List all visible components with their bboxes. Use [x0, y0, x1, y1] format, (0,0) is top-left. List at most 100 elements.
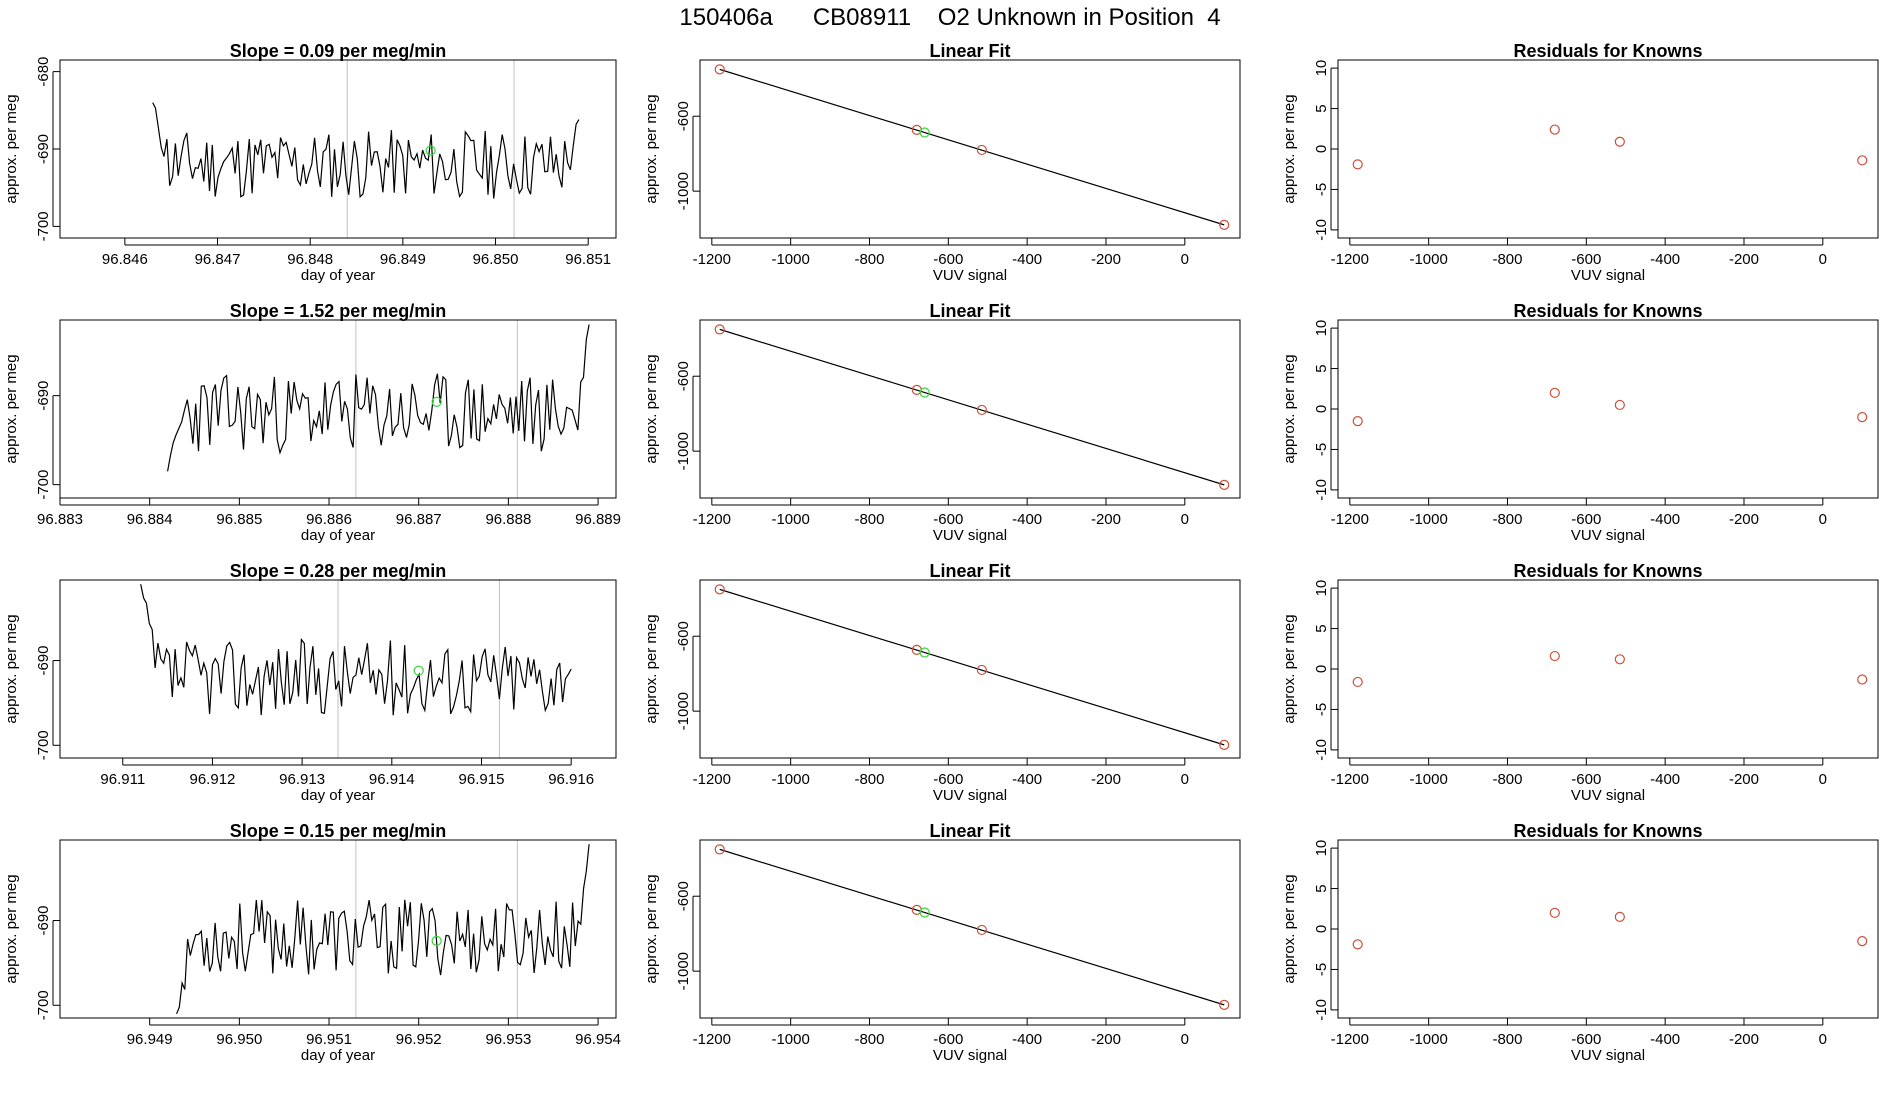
x-tick-label: 96.884	[127, 511, 173, 528]
plot-area	[714, 64, 1230, 230]
x-tick-label: -600	[933, 511, 963, 528]
y-tick-label: -700	[35, 211, 52, 241]
known-point	[1219, 999, 1230, 1010]
x-tick-label: 96.849	[380, 251, 426, 268]
x-tick-label: -400	[1650, 251, 1680, 268]
x-tick-label: -1000	[1409, 1031, 1447, 1048]
plot-frame	[1337, 319, 1879, 499]
x-tick-label: -600	[933, 771, 963, 788]
y-tick-label: -690	[35, 381, 52, 411]
y-tick-label: -1000	[675, 432, 692, 470]
y-axis-label: approx. per meg	[3, 354, 20, 463]
plot-frame	[699, 839, 1241, 1019]
panel-1-2: Linear Fit -1200 -1000 -800 -600 -400 -200 0 -60…	[643, 41, 1241, 284]
y-axis-label: approx. per meg	[643, 874, 660, 983]
x-tick-label: -400	[1012, 1031, 1042, 1048]
x-axis-label: VUV signal	[933, 527, 1007, 544]
y-tick-label: 0	[1313, 405, 1330, 413]
known-point	[714, 64, 725, 75]
chart-title: Residuals for Knowns	[1513, 41, 1702, 61]
x-tick-label: 96.953	[485, 1031, 531, 1048]
y-tick-label: -700	[35, 990, 52, 1020]
x-tick-label: -600	[1571, 771, 1601, 788]
x-tick-label: -200	[1729, 1031, 1759, 1048]
x-tick-label: 96.911	[100, 771, 145, 788]
y-tick-label: -600	[675, 881, 692, 911]
y-tick-label: -5	[1313, 183, 1330, 196]
y-tick-label: 5	[1313, 624, 1330, 632]
x-tick-label: 0	[1181, 251, 1189, 268]
chart-title: Linear Fit	[929, 301, 1010, 321]
unknown-point	[431, 935, 442, 946]
plot-area	[714, 324, 1230, 490]
known-point	[1857, 674, 1868, 685]
y-tick-label: 10	[1313, 320, 1330, 337]
plot-area	[1352, 907, 1868, 950]
x-tick-label: 96.889	[575, 511, 621, 528]
x-tick-label: 0	[1819, 511, 1827, 528]
x-axis-label: VUV signal	[1571, 787, 1645, 804]
x-tick-label: -800	[854, 1031, 884, 1048]
y-axis-label: approx. per meg	[1281, 354, 1298, 463]
x-tick-label: -600	[1571, 1031, 1601, 1048]
x-tick-label: -800	[1492, 511, 1522, 528]
chart-title: Residuals for Knowns	[1513, 301, 1702, 321]
x-tick-label: -1200	[693, 511, 731, 528]
y-tick-label: 0	[1313, 145, 1330, 153]
page-title: 150406a CB08911 O2 Unknown in Position 4	[679, 4, 1221, 31]
x-tick-label: -200	[1091, 771, 1121, 788]
y-tick-label: -600	[675, 361, 692, 391]
y-tick-label: -5	[1313, 703, 1330, 716]
panel-3-2: Linear Fit -1200 -1000 -800 -600 -400 -200 0 -60…	[643, 561, 1241, 804]
x-tick-label: -800	[1492, 251, 1522, 268]
x-tick-label: -800	[854, 771, 884, 788]
plot-area	[1352, 387, 1868, 427]
plot-frame	[1337, 579, 1879, 759]
x-tick-label: -1200	[1331, 771, 1369, 788]
unknown-point	[425, 145, 436, 156]
plot-frame	[59, 319, 617, 499]
y-tick-label: 0	[1313, 665, 1330, 673]
known-point	[1352, 159, 1363, 170]
x-tick-label: 96.850	[473, 251, 519, 268]
chart-title: Residuals for Knowns	[1513, 821, 1702, 841]
y-tick-label: -5	[1313, 443, 1330, 456]
known-point	[1549, 907, 1560, 918]
x-tick-label: -800	[854, 511, 884, 528]
y-tick-label: -5	[1313, 963, 1330, 976]
plot-frame	[699, 319, 1241, 499]
x-tick-label: -200	[1091, 251, 1121, 268]
x-tick-label: 0	[1181, 1031, 1189, 1048]
known-point	[1219, 739, 1230, 750]
x-tick-label: -200	[1729, 251, 1759, 268]
known-point	[1352, 416, 1363, 427]
x-tick-label: -600	[933, 1031, 963, 1048]
x-tick-label: -1000	[771, 771, 809, 788]
y-tick-label: -1000	[675, 172, 692, 210]
x-tick-label: 96.950	[216, 1031, 262, 1048]
known-point	[1614, 399, 1625, 411]
plot-area	[1352, 124, 1868, 170]
y-axis-label: approx. per meg	[3, 874, 20, 983]
y-tick-label: 5	[1313, 104, 1330, 112]
x-axis-label: VUV signal	[1571, 527, 1645, 544]
panel-4-1: Slope = 0.15 per meg/min 96.949 96.950 96.9…	[3, 821, 621, 1064]
x-tick-label: -1200	[693, 771, 731, 788]
known-point	[1549, 387, 1560, 398]
known-point	[976, 404, 987, 416]
x-axis-label: day of year	[301, 787, 375, 804]
x-tick-label: 96.916	[548, 771, 594, 788]
unknown-point	[919, 907, 930, 918]
fit-line	[719, 68, 1225, 226]
known-point	[976, 924, 987, 936]
panel-1-1: Slope = 0.09 per meg/min 96.846 96.847 96.8…	[3, 41, 617, 284]
plot-area	[176, 840, 590, 1018]
x-tick-label: -400	[1650, 771, 1680, 788]
y-tick-label: -690	[35, 646, 52, 676]
known-point	[714, 324, 725, 335]
plot-frame	[699, 59, 1241, 239]
x-tick-label: 96.954	[575, 1031, 621, 1048]
x-tick-label: 0	[1819, 251, 1827, 268]
x-tick-label: -400	[1650, 511, 1680, 528]
